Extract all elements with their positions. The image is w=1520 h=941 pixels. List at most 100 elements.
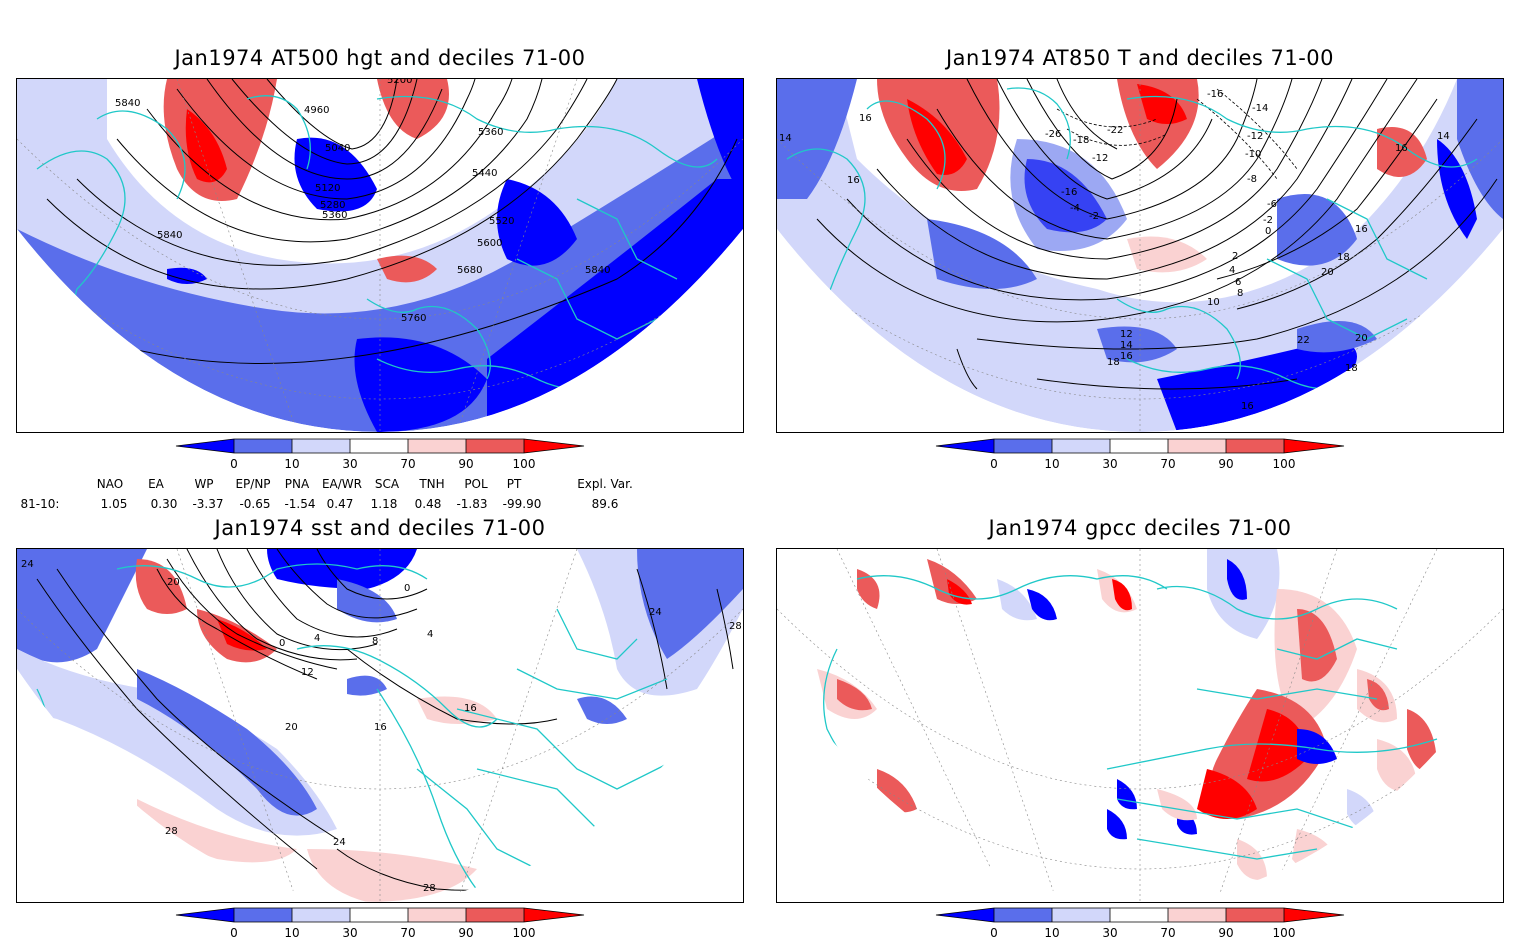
contour-label: 20	[285, 722, 298, 733]
contour-label: -4	[1070, 203, 1080, 214]
contour-label: 20	[167, 577, 180, 588]
contour-label: 12	[301, 667, 314, 678]
map-panel-sst: 24 20 0 4 8 12 16 20 24 28 28 24 28 4 0 …	[16, 548, 744, 903]
contour-label: 12	[1120, 329, 1133, 340]
contour-label: 18	[1345, 363, 1358, 374]
colorbar-swatch	[1110, 908, 1168, 922]
colorbar-label: 90	[1218, 926, 1233, 940]
colorbar-swatch	[350, 439, 408, 453]
contour-label: -6	[1267, 199, 1277, 210]
colorbar-swatch	[350, 908, 408, 922]
colorbar-swatch	[1168, 439, 1226, 453]
colorbar-swatch	[408, 439, 466, 453]
index-value: 1.18	[371, 497, 398, 511]
contour-label: 28	[729, 621, 742, 632]
colorbar-swatch	[1226, 439, 1284, 453]
contour-label: 28	[423, 883, 436, 894]
colorbar-swatch	[234, 908, 292, 922]
index-value: -1.83	[456, 497, 487, 511]
panel-title-t850: Jan1974 AT850 T and deciles 71-00	[945, 46, 1335, 70]
colorbar-swatch	[1052, 908, 1110, 922]
contour-label: 24	[649, 607, 662, 618]
colorbar-swatch	[1168, 908, 1226, 922]
contour-label: -2	[1089, 211, 1099, 222]
colorbar-swatch	[466, 439, 524, 453]
contour-label: 4960	[304, 105, 329, 116]
colorbar-label: 0	[230, 457, 238, 471]
index-value: 0.47	[327, 497, 354, 511]
contour-label: -8	[1247, 174, 1257, 185]
contour-label: 16	[1241, 401, 1254, 412]
contour-label: 0	[279, 638, 285, 649]
colorbar-label: 70	[1160, 926, 1175, 940]
colorbar-label: 0	[990, 926, 998, 940]
colorbar-swatch	[408, 908, 466, 922]
contour-label: 8	[1237, 288, 1243, 299]
contour-label: 14	[1437, 131, 1450, 142]
index-value: -1.54	[284, 497, 315, 511]
contour-label: 4	[1229, 265, 1235, 276]
contour-label: 5520	[489, 216, 514, 227]
index-value: 1.05	[101, 497, 128, 511]
colorbar-swatch	[1110, 439, 1168, 453]
contour-label: 16	[1395, 143, 1408, 154]
colorbar-label: 100	[1273, 457, 1296, 471]
index-value: 0.48	[415, 497, 442, 511]
contour-label: 18	[1107, 357, 1120, 368]
panel-title-sst: Jan1974 sst and deciles 71-00	[214, 516, 546, 540]
contour-label: 0	[1265, 226, 1271, 237]
index-value: -0.65	[239, 497, 270, 511]
index-header: WP	[194, 477, 213, 491]
contour-label: 5840	[115, 98, 140, 109]
map-panel-gpcc	[776, 548, 1504, 903]
contour-label: -14	[1252, 103, 1268, 114]
colorbar-label: 90	[458, 457, 473, 471]
contour-label: 16	[847, 175, 860, 186]
colorbar-label: 30	[1102, 926, 1117, 940]
colorbar-swatch	[176, 439, 234, 453]
contour-label: 24	[333, 837, 346, 848]
contour-label: 16	[464, 703, 477, 714]
contour-label: 5360	[478, 127, 503, 138]
contour-label: 16	[1355, 224, 1368, 235]
colorbar-swatch	[176, 908, 234, 922]
contour-label: 5360	[322, 210, 347, 221]
index-header: SCA	[375, 477, 400, 491]
contour-label: 20	[1355, 333, 1368, 344]
contour-label: -16	[1207, 89, 1223, 100]
index-table: NAO EA WP EP/NP PNA EA/WR SCA TNH POL PT…	[21, 477, 633, 511]
contour-label: 18	[1337, 252, 1350, 263]
contour-label: 5840	[157, 230, 182, 241]
contour-label: 5840	[585, 265, 610, 276]
contour-label: 5200	[387, 79, 412, 86]
map-t850-svg: 14 16 16 -16 -14 -12 -10 -8 -6 -2 0 2 4 …	[777, 79, 1503, 432]
colorbar-label: 10	[1044, 457, 1059, 471]
contour-label: 28	[165, 826, 178, 837]
contour-label: -2	[1263, 215, 1273, 226]
colorbar-label: 30	[342, 457, 357, 471]
colorbar-sst: 0 10 30 70 90 100	[175, 907, 585, 940]
index-header: Expl. Var.	[577, 477, 633, 491]
map-sst-svg: 24 20 0 4 8 12 16 20 24 28 28 24 28 4 0 …	[17, 549, 743, 902]
colorbar-swatch	[292, 439, 350, 453]
index-header: EA	[148, 477, 165, 491]
contour-label: 4	[427, 629, 433, 640]
colorbar-swatch	[994, 908, 1052, 922]
colorbar-swatch	[994, 439, 1052, 453]
index-header: NAO	[97, 477, 123, 491]
contour-label: 5600	[477, 238, 502, 249]
colorbar-label: 100	[513, 457, 536, 471]
contour-label: -26	[1045, 129, 1061, 140]
contour-label: 16	[859, 113, 872, 124]
contour-label: 5120	[315, 183, 340, 194]
contour-label: 24	[21, 559, 34, 570]
contour-label: 14	[779, 133, 792, 144]
contour-label: 5440	[472, 168, 497, 179]
contour-label: 5040	[325, 143, 350, 154]
contour-label: 14	[1120, 340, 1133, 351]
map-gpcc-svg	[777, 549, 1503, 902]
contour-label: 5280	[320, 200, 345, 211]
panel-title-hgt500: Jan1974 AT500 hgt and deciles 71-00	[174, 46, 586, 70]
contour-label: 22	[1297, 335, 1310, 346]
colorbar-label: 70	[400, 926, 415, 940]
